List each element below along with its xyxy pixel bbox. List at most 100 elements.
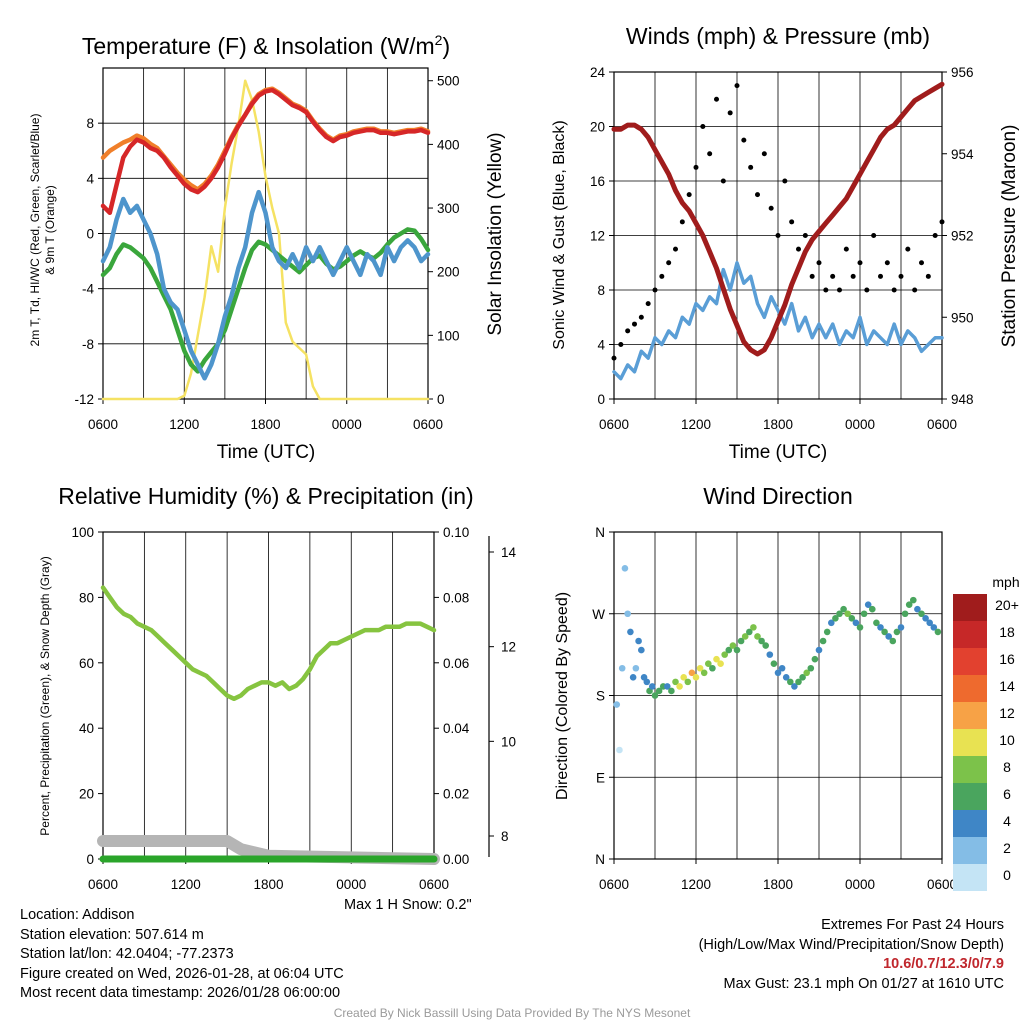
dir-point [709,664,716,672]
wind-gust-point [700,124,706,129]
wind-xtick-label: 0000 [845,417,875,432]
dir-point [844,610,851,618]
dir-point [815,646,823,654]
wind-gust-point [912,287,918,293]
dir-point [877,624,884,631]
wind-gust-point [809,273,815,279]
wind-gust-point [816,260,822,266]
rh-ytick-label: 60 [79,656,94,671]
dir-point [860,610,868,618]
dir-title: Wind Direction [703,483,853,509]
wind-gust-point [789,219,795,225]
wind-ytick-label: 8 [597,283,605,298]
dir-point [721,651,728,658]
temp-xtick-label: 0600 [413,417,443,432]
wind-gust-point [884,260,890,266]
rh-y3tick-label: 14 [501,545,517,560]
temp-series-2m-t [100,87,431,216]
colorbar-swatch [953,675,987,702]
wind-gust-point [666,260,672,266]
rh-y3tick-label: 8 [501,829,509,844]
wind-gust-point [932,233,938,238]
temp-xtick-label: 0000 [332,417,362,432]
temp-ylabel-line1: 2m T, Td, HI/WC (Red, Green, Scarlet/Blu… [28,114,42,347]
info-created: Figure created on Wed, 2026-01-28, at 06… [20,965,344,982]
wind-gust-point [659,273,665,279]
dir-point [672,678,679,686]
colorbar-label: 10 [999,732,1015,748]
wind-gust-point [686,192,692,198]
colorbar-label: 14 [999,678,1015,694]
panel-winds: Winds (mph) & Pressure (mb) 0600 1200 1800… [551,23,1020,463]
dir-point [873,619,880,627]
wind-gust-point [775,233,781,238]
dir-point [737,637,745,645]
rh-ytick-label: 20 [79,787,94,802]
temp-ytick-label: -12 [74,392,94,407]
temp-ytick-label: 8 [86,116,94,131]
dir-point [811,655,819,663]
station-info: Location: Addison Station elevation: 507… [20,906,344,1004]
dir-ytick-label: S [596,689,605,704]
wind-gust-point [632,321,637,327]
wind-y2tick-label: 950 [951,310,974,325]
dir-point [624,610,631,618]
dir-point [741,633,749,640]
rh-series-rh [100,585,437,702]
dir-point [705,660,712,668]
dir-point [762,642,769,649]
dir-point [778,664,786,672]
temp-series-solar [101,79,430,401]
temp-ytick-label: 4 [86,171,94,186]
wind-gust-point [734,83,740,89]
wind-gust-point [673,246,678,252]
temp-xtick-label: 0600 [88,417,118,432]
dir-point [696,664,704,672]
dir-point [668,687,675,695]
dir-point [725,646,733,654]
temp-xtick-label: 1200 [169,417,199,432]
colorbar-label: 20+ [995,597,1019,613]
dir-point [836,610,843,618]
colorbar-swatch [953,756,987,783]
wind-ytick-label: 12 [590,229,605,244]
dir-point [803,669,810,677]
dir-point [750,624,757,631]
wind-gust-point [707,151,713,157]
dir-point [856,624,864,631]
rh-series-snow [97,835,440,865]
dir-point [869,605,876,613]
dir-point [819,637,827,645]
wind-gust-point [878,273,883,279]
wind-y2tick-label: 954 [951,147,974,162]
dir-point [926,619,933,627]
colorbar-label: 12 [999,705,1015,721]
wind-gust-point [891,287,897,293]
colorbar: 20+ 18 16 14 12 10 8 6 4 2 0 [953,594,1019,891]
rh-y2tick-label: 0.08 [443,590,469,605]
extremes-subtitle: (High/Low/Max Wind/Precipitation/Snow De… [698,936,1004,953]
wind-gust-point [905,246,911,252]
credit-line: Created By Nick Bassill Using Data Provi… [333,1006,691,1020]
dir-point [676,683,683,690]
wind-gust-point [679,219,685,225]
dir-ytick-label: E [596,770,605,785]
info-latlon: Station lat/lon: 42.0404; -77.2373 [20,946,234,963]
dir-point [638,646,645,654]
wind-gust-point [782,178,788,184]
rh-ytick-label: 0 [86,852,94,867]
temp-y2tick-label: 400 [437,137,460,152]
wind-gust-point [843,246,849,252]
dir-point [713,655,720,663]
extremes-values: 10.6/0.7/12.3/0/7.9 [883,956,1004,973]
wind-gust-point [796,246,801,252]
dir-point [621,565,629,572]
wind-ylabel2: Station Pressure (Maroon) [999,125,1020,348]
dir-point [613,701,621,708]
rh-y2tick-label: 0.10 [443,525,469,540]
dir-point [664,683,671,690]
wind-gust-point [837,287,842,293]
dir-point [655,687,663,695]
wind-ytick-label: 4 [597,338,605,353]
